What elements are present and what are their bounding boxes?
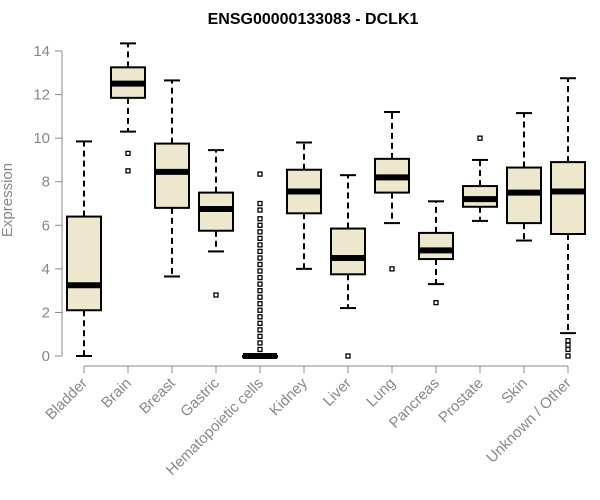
y-tick-label: 8 [42,174,50,191]
outlier-point [257,307,263,313]
box-bladder [66,140,102,357]
iqr-box [66,215,102,312]
outlier-point [257,200,263,207]
outlier-point [433,299,439,306]
box-brain [110,42,146,174]
x-tick-label: Skin [498,375,531,408]
box-skin [506,112,542,242]
outlier-point [565,338,571,344]
box-lung [374,111,410,272]
y-tick-label: 0 [42,348,50,365]
outlier-point [257,242,263,248]
outlier-point [257,222,263,228]
y-tick-label: 4 [42,261,50,278]
box-kidney [286,141,322,270]
outlier-point [257,301,263,307]
outlier-point [257,261,263,268]
y-tick-label: 12 [33,87,50,104]
outlier-point [257,216,263,222]
y-tick-label: 6 [42,217,50,234]
box-gastric [198,149,234,298]
box-liver [330,174,366,359]
box-hematopoietic-cells [242,171,278,359]
outlier-point [477,135,483,141]
iqr-box [550,161,586,236]
outlier-point [257,235,263,242]
outlier-point [257,287,263,294]
iqr-box [330,227,366,276]
x-tick-label: Kidney [266,374,311,419]
y-axis-label: Expression [0,163,16,237]
x-tick-label: Brain [98,375,135,412]
chart-title: ENSG00000133083 - DCLK1 [208,11,419,28]
outlier-point [257,171,263,177]
outlier-point [257,274,263,281]
iqr-box [418,231,454,261]
box-unknown-other [550,77,586,359]
outlier-point [257,333,263,340]
outlier-point [257,248,263,255]
outlier-point [257,340,263,346]
outlier-point [125,168,131,174]
x-tick-label: Breast [136,374,179,417]
x-tick-label: Lung [363,375,399,411]
y-tick-label: 14 [33,43,50,60]
x-tick-label: Liver [320,375,355,410]
outlier-point [257,314,263,320]
x-tick-label: Prostate [435,375,487,427]
y-tick-label: 2 [42,304,50,321]
boxes-group [66,42,586,359]
outlier-point [257,346,263,353]
outlier-point [125,150,131,157]
outlier-point [565,353,571,359]
outlier-point [213,292,219,298]
outlier-point [345,353,351,359]
outlier-point [389,266,395,272]
y-axis: 0 2 4 6 8 10 12 14 [33,43,63,365]
outlier-point [257,255,263,261]
outlier-point [257,320,263,326]
outlier-point [257,207,263,213]
x-tick-label: Bladder [42,375,91,424]
outlier-point [257,229,263,235]
box-pancreas [418,200,454,306]
outlier-point [565,346,571,353]
outlier-point [257,281,263,287]
outlier-point [257,268,263,274]
y-tick-label: 10 [33,130,50,147]
outlier-point [257,327,263,333]
outlier-point [565,342,571,348]
box-breast [154,79,190,278]
outlier-point [257,294,263,300]
box-prostate [462,135,498,222]
iqr-box [154,142,190,209]
